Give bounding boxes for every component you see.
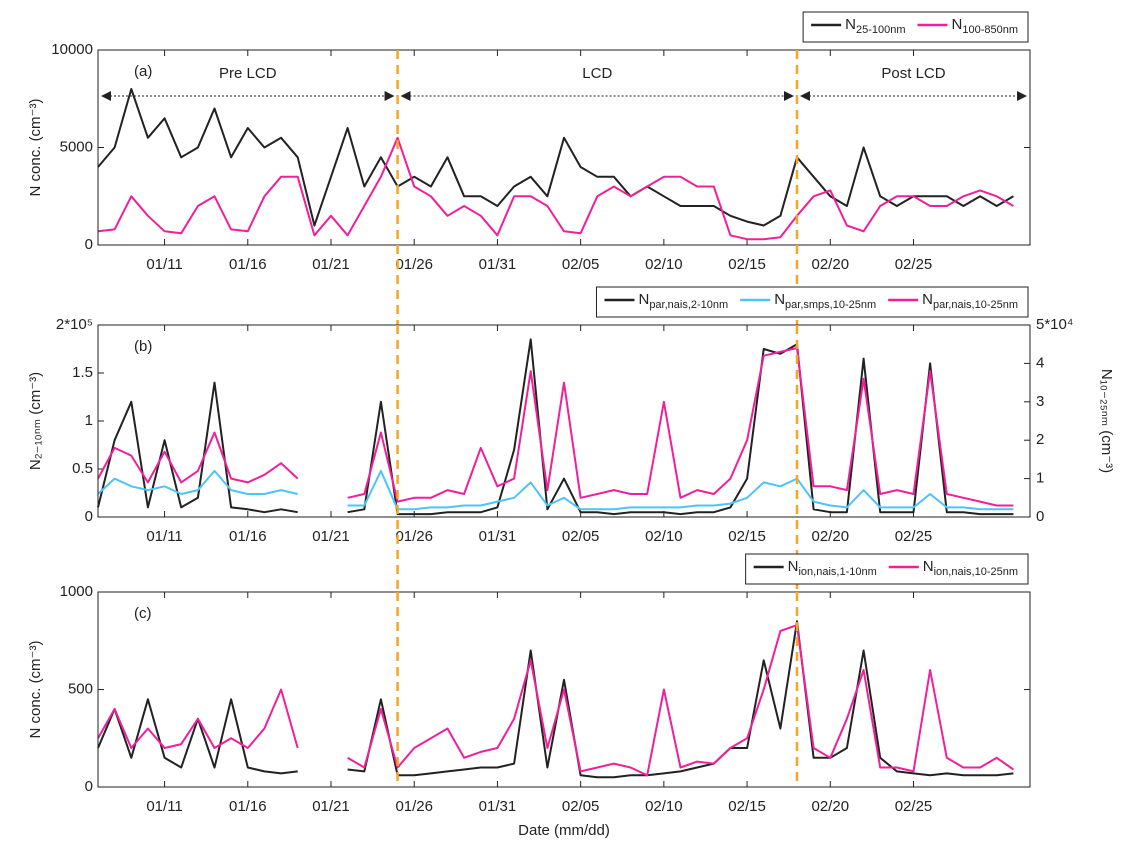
- x-tick-label: 01/31: [479, 798, 517, 815]
- y-axis-label: N conc. (cm⁻³): [27, 641, 44, 739]
- y-tick-label: 0: [85, 778, 93, 795]
- x-tick-label: 02/15: [728, 256, 766, 273]
- x-tick-label: 01/11: [146, 256, 182, 273]
- x-tick-label: 01/21: [312, 528, 350, 545]
- legend: Nion,nais,1-10nm Nion,nais,10-25nm: [745, 553, 1029, 585]
- data-line: [97, 338, 1014, 516]
- x-tick-label: 01/11: [146, 528, 182, 545]
- legend-label: Nion,nais,10-25nm: [923, 558, 1018, 578]
- y2-tick-label: 0: [1036, 508, 1044, 525]
- y2-tick-label: 3: [1036, 393, 1044, 410]
- y2-tick-label: 5*10⁴: [1036, 316, 1073, 333]
- y-tick-label: 0: [85, 508, 93, 525]
- panel-label: (b): [134, 338, 152, 355]
- y-axis-label: N₂₋₁₀ₙₘ (cm⁻³): [27, 372, 44, 470]
- x-tick-label: 01/26: [395, 798, 433, 815]
- x-tick-label: 02/10: [645, 528, 683, 545]
- x-tick-label: 02/20: [812, 798, 850, 815]
- x-tick-label: 02/05: [562, 256, 600, 273]
- y-tick-label: 10000: [51, 41, 93, 58]
- legend: N25-100nm N100-850nm: [802, 11, 1029, 43]
- x-tick-label: 01/31: [479, 528, 517, 545]
- legend-label: N25-100nm: [845, 16, 905, 36]
- x-tick-label: 02/20: [812, 256, 850, 273]
- legend: Npar,nais,2-10nm Npar,smps,10-25nm Npar,na…: [595, 286, 1029, 318]
- x-tick-label: 01/26: [395, 528, 433, 545]
- y2-tick-label: 1: [1036, 470, 1044, 487]
- x-tick-label: 02/15: [728, 528, 766, 545]
- y-tick-label: 0.5: [72, 460, 93, 477]
- x-tick-label: 01/31: [479, 256, 517, 273]
- y2-tick-label: 4: [1036, 354, 1044, 371]
- legend-label: Nion,nais,1-10nm: [788, 558, 877, 578]
- data-line: [97, 347, 1014, 507]
- x-tick-label: 02/05: [562, 798, 600, 815]
- panel-label: (a): [134, 63, 152, 80]
- panel-label: (c): [134, 605, 152, 622]
- y-tick-label: 1.5: [72, 364, 93, 381]
- x-tick-label: 02/15: [728, 798, 766, 815]
- period-label: Post LCD: [881, 65, 945, 82]
- x-tick-label: 02/25: [895, 798, 933, 815]
- period-label: LCD: [582, 65, 612, 82]
- x-tick-label: 01/21: [312, 256, 350, 273]
- x-tick-label: 02/10: [645, 798, 683, 815]
- x-tick-label: 01/11: [146, 798, 182, 815]
- x-tick-label: 02/05: [562, 528, 600, 545]
- x-tick-label: 02/10: [645, 256, 683, 273]
- legend-label: N100-850nm: [952, 16, 1019, 36]
- period-label: Pre LCD: [219, 65, 277, 82]
- y-tick-label: 5000: [60, 138, 93, 155]
- legend-label: Npar,smps,10-25nm: [774, 291, 876, 311]
- data-line: [97, 624, 1014, 777]
- x-tick-label: 01/16: [229, 798, 267, 815]
- x-tick-label: 02/20: [812, 528, 850, 545]
- x-axis-label: Date (mm/dd): [518, 822, 610, 839]
- data-line: [97, 88, 1014, 227]
- y-axis-label: N conc. (cm⁻³): [27, 99, 44, 197]
- x-tick-label: 02/25: [895, 528, 933, 545]
- data-line: [97, 136, 1014, 241]
- legend-label: Npar,nais,2-10nm: [638, 291, 728, 311]
- legend-box: [745, 553, 1029, 585]
- legend-label: Npar,nais,10-25nm: [922, 291, 1018, 311]
- data-line: [97, 620, 1014, 779]
- y2-tick-label: 2: [1036, 431, 1044, 448]
- x-tick-label: 01/16: [229, 528, 267, 545]
- y-tick-label: 0: [85, 236, 93, 253]
- legend-box: [802, 11, 1029, 43]
- y-tick-label: 2*10⁵: [56, 316, 93, 333]
- x-tick-label: 01/26: [395, 256, 433, 273]
- plot-frame: [97, 591, 1031, 788]
- data-line: [97, 469, 1014, 511]
- y-tick-label: 500: [68, 680, 93, 697]
- x-tick-label: 02/25: [895, 256, 933, 273]
- y-tick-label: 1000: [60, 583, 93, 600]
- legend-box: [595, 286, 1029, 318]
- plot-frame: [97, 49, 1031, 246]
- x-tick-label: 01/16: [229, 256, 267, 273]
- y-tick-label: 1: [85, 412, 93, 429]
- y2-axis-label: N₁₀₋₂₅ₙₘ (cm⁻³): [1098, 369, 1115, 473]
- x-tick-label: 01/21: [312, 798, 350, 815]
- plot-frame: [97, 324, 1031, 518]
